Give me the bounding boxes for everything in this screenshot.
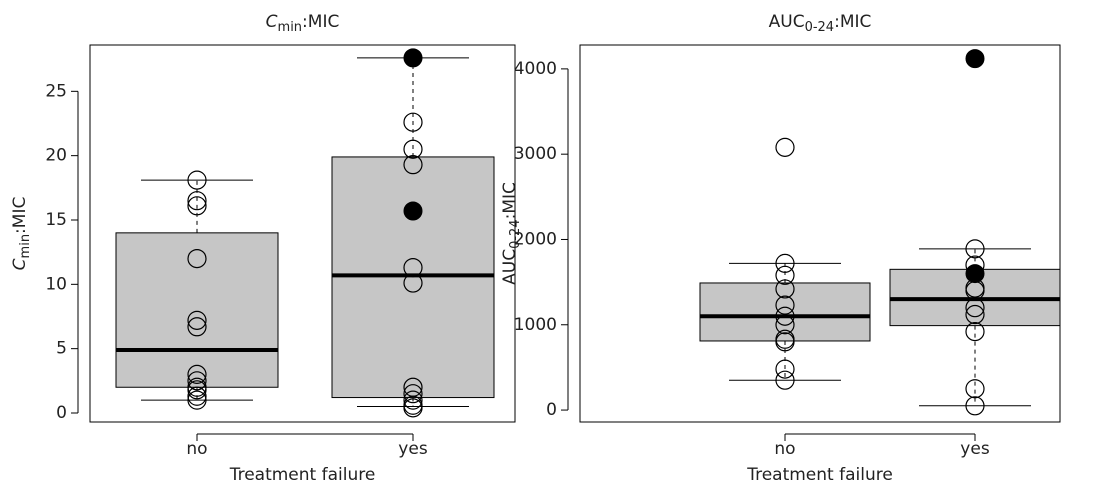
point	[187, 317, 207, 337]
y-axis-label: Cmin:MIC	[10, 197, 33, 271]
x-tick-label: yes	[960, 439, 990, 459]
point	[403, 139, 423, 159]
point	[775, 315, 795, 335]
point	[403, 384, 423, 404]
x-axis-label: Treatment failure	[746, 465, 893, 485]
plot-frame	[579, 44, 1061, 423]
point	[775, 265, 795, 285]
point	[187, 196, 207, 216]
chart-title: Cmin:MIC	[266, 12, 340, 35]
y-tick-label: 5	[56, 339, 67, 359]
point	[403, 273, 423, 293]
y-tick-label: 1000	[514, 315, 557, 335]
chart-title-rest: :MIC	[834, 12, 871, 32]
chart-title-main: AUC	[769, 12, 805, 32]
point	[965, 304, 985, 325]
y-axis-label-sub: 0-24	[508, 219, 523, 249]
y-tick-label: 3000	[514, 144, 557, 164]
point	[775, 359, 795, 379]
point	[187, 170, 207, 190]
point	[775, 332, 795, 352]
point	[403, 398, 423, 418]
point	[775, 306, 795, 326]
x-tick-label: no	[186, 439, 207, 459]
point	[775, 137, 795, 157]
point	[403, 390, 423, 410]
point-filled	[403, 48, 423, 68]
point-filled	[403, 201, 423, 221]
box	[115, 232, 279, 388]
y-tick-label: 15	[45, 210, 67, 230]
y-tick-label: 4000	[514, 59, 557, 79]
point	[187, 191, 207, 211]
y-tick-label: 0	[56, 403, 67, 423]
y-axis-label-rest: :MIC	[10, 197, 30, 234]
box	[699, 282, 871, 342]
y-axis-label-sub: min	[18, 234, 33, 259]
point-filled	[965, 49, 985, 69]
point	[775, 279, 795, 299]
point	[775, 295, 795, 315]
point-filled	[965, 264, 985, 284]
y-tick-label: 2000	[514, 229, 557, 249]
y-axis-label-main: AUC	[500, 249, 520, 285]
point	[775, 253, 795, 273]
point	[187, 386, 207, 406]
y-axis-label-rest: :MIC	[500, 182, 520, 219]
point	[403, 155, 423, 175]
point	[403, 257, 423, 278]
point	[965, 298, 985, 318]
x-tick-label: yes	[398, 439, 428, 459]
point	[965, 321, 985, 342]
plot-frame	[89, 44, 516, 423]
chart-title-main: C	[266, 12, 278, 32]
point	[187, 248, 207, 269]
point	[965, 239, 985, 259]
point	[965, 379, 985, 399]
point	[403, 112, 423, 132]
chart-title: AUC0-24:MIC	[769, 12, 872, 35]
x-axis-label: Treatment failure	[229, 465, 376, 485]
y-tick-label: 20	[45, 146, 67, 166]
y-tick-label: 10	[45, 274, 67, 294]
point	[187, 390, 207, 410]
point	[187, 380, 207, 400]
x-tick-label: no	[774, 439, 795, 459]
point	[775, 370, 795, 390]
chart-title-sub: min	[278, 20, 303, 35]
chart-title-sub: 0-24	[805, 20, 835, 35]
y-tick-label: 0	[546, 400, 557, 420]
point	[187, 364, 207, 384]
point	[187, 310, 207, 330]
chart-title-rest: :MIC	[302, 12, 339, 32]
y-axis-label: AUC0-24:MIC	[500, 182, 523, 285]
y-tick-label: 25	[45, 81, 67, 101]
point	[965, 396, 985, 416]
y-axis-label-main: C	[10, 258, 30, 270]
point	[187, 371, 207, 391]
